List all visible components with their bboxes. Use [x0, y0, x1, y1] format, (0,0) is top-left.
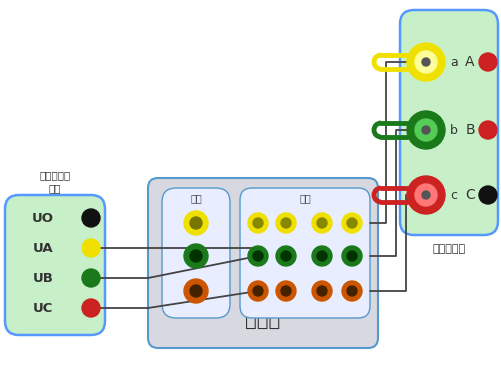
Circle shape [276, 246, 296, 266]
Circle shape [247, 281, 268, 301]
Circle shape [247, 246, 268, 266]
FancyBboxPatch shape [5, 195, 105, 335]
Circle shape [341, 246, 361, 266]
Circle shape [346, 218, 356, 228]
Circle shape [184, 279, 207, 303]
Circle shape [82, 269, 100, 287]
Circle shape [247, 213, 268, 233]
Circle shape [189, 250, 201, 262]
Circle shape [341, 213, 361, 233]
Circle shape [276, 281, 296, 301]
Text: UC: UC [33, 302, 53, 314]
Circle shape [312, 281, 331, 301]
Text: UB: UB [33, 272, 53, 285]
Text: A: A [464, 55, 474, 69]
Circle shape [316, 286, 326, 296]
Text: c: c [449, 188, 456, 202]
Circle shape [316, 251, 326, 261]
Circle shape [253, 286, 263, 296]
Circle shape [312, 246, 331, 266]
Circle shape [82, 209, 100, 227]
Circle shape [312, 213, 331, 233]
Circle shape [184, 211, 207, 235]
Circle shape [253, 218, 263, 228]
Circle shape [184, 244, 207, 268]
Circle shape [421, 191, 429, 199]
Circle shape [406, 43, 444, 81]
Circle shape [189, 285, 201, 297]
FancyBboxPatch shape [399, 10, 497, 235]
Circle shape [414, 51, 436, 73]
Circle shape [421, 58, 429, 66]
Circle shape [421, 126, 429, 134]
Text: 三相調壓器: 三相調壓器 [39, 170, 71, 180]
Circle shape [276, 213, 296, 233]
Circle shape [281, 218, 291, 228]
Text: 輸出: 輸出 [49, 183, 61, 193]
Circle shape [414, 119, 436, 141]
Circle shape [478, 53, 496, 71]
FancyBboxPatch shape [239, 188, 369, 318]
Circle shape [406, 176, 444, 214]
Text: UA: UA [33, 242, 53, 255]
Text: a: a [449, 56, 457, 68]
Circle shape [341, 281, 361, 301]
Text: 發出: 發出 [190, 193, 201, 203]
Circle shape [346, 251, 356, 261]
Text: C: C [464, 188, 474, 202]
Circle shape [478, 186, 496, 204]
Circle shape [82, 239, 100, 257]
Circle shape [406, 111, 444, 149]
Text: B: B [464, 123, 474, 137]
Circle shape [253, 251, 263, 261]
Circle shape [82, 299, 100, 317]
FancyBboxPatch shape [148, 178, 377, 348]
Circle shape [281, 286, 291, 296]
Text: 測試儀: 測試儀 [245, 310, 280, 330]
Circle shape [281, 251, 291, 261]
Circle shape [189, 217, 201, 229]
Text: b: b [449, 124, 457, 137]
Text: 三相變壓器: 三相變壓器 [431, 244, 464, 254]
Text: UO: UO [32, 212, 54, 225]
FancyBboxPatch shape [162, 188, 229, 318]
Circle shape [414, 184, 436, 206]
Circle shape [316, 218, 326, 228]
Text: 測量: 測量 [299, 193, 310, 203]
Circle shape [346, 286, 356, 296]
Circle shape [478, 121, 496, 139]
